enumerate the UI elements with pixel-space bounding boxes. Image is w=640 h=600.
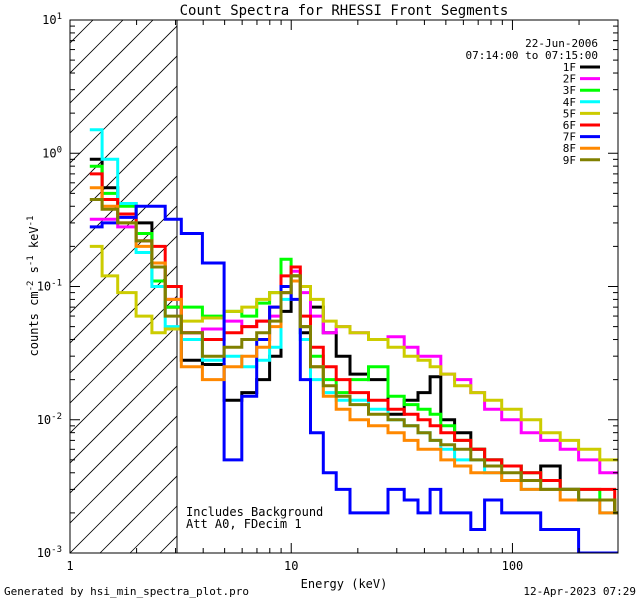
series-5F [89,244,618,462]
hatch-line [70,235,177,344]
legend-label-9F: 9F [563,154,576,167]
annotation-attenuator: Att A0, FDecim 1 [186,517,302,531]
hatch-line [70,415,177,524]
legend-label-4F: 4F [563,96,576,109]
x-axis-label: Energy (keV) [301,577,388,591]
series-6F [89,172,618,515]
series-1F [89,157,618,515]
y-tick-label: 10-1 [37,279,62,294]
hatch-line [70,445,177,553]
x-tick-label: 1 [66,559,73,573]
time-range-label: 07:14:00 to 07:15:00 [466,49,598,62]
hatch-line [70,265,177,374]
chart-title: Count Spectra for RHESSI Front Segments [180,3,509,19]
series-9F [89,198,618,515]
footer-timestamp: 12-Apr-2023 07:29 [523,585,636,598]
series-8F [89,186,618,515]
legend-label-8F: 8F [563,142,576,155]
hatch-line [70,385,177,494]
legend-label-7F: 7F [563,131,576,144]
y-axis-label: counts cm-2 s-1 keV-1 [26,216,41,357]
footer-generated-by: Generated by hsi_min_spectra_plot.pro [4,585,249,598]
legend-label-1F: 1F [563,61,576,74]
legend-label-6F: 6F [563,119,576,132]
hatch-line [70,85,177,194]
legend-label-3F: 3F [563,84,576,97]
x-tick-label: 100 [502,559,524,573]
x-tick-label: 10 [284,559,298,573]
hatch-line [70,55,177,164]
legend-label-2F: 2F [563,73,576,86]
excluded-energy-hatch [0,20,177,553]
hatch-line [70,25,177,134]
series-7F [89,204,618,553]
y-tick-label: 100 [42,145,62,160]
hatch-line [70,295,177,404]
legend-label-5F: 5F [563,107,576,120]
series-2F [89,217,618,475]
date-label: 22-Jun-2006 [525,37,598,50]
hatch-line [70,205,177,314]
annotation-background: Includes Background [186,505,323,519]
hatch-line [0,20,3,553]
y-tick-label: 10-2 [37,412,62,427]
y-tick-label: 10-3 [37,545,62,560]
y-tick-label: 101 [42,12,62,27]
series-4F [89,128,618,515]
